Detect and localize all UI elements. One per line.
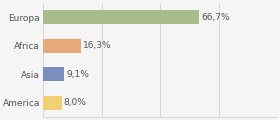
Text: 66,7%: 66,7% bbox=[201, 13, 230, 22]
Bar bbox=[43, 39, 81, 53]
Text: 8,0%: 8,0% bbox=[64, 98, 87, 107]
Bar bbox=[43, 10, 199, 24]
Bar bbox=[43, 96, 62, 110]
Text: 16,3%: 16,3% bbox=[83, 41, 112, 50]
Text: 9,1%: 9,1% bbox=[66, 70, 89, 79]
Bar bbox=[43, 67, 64, 81]
